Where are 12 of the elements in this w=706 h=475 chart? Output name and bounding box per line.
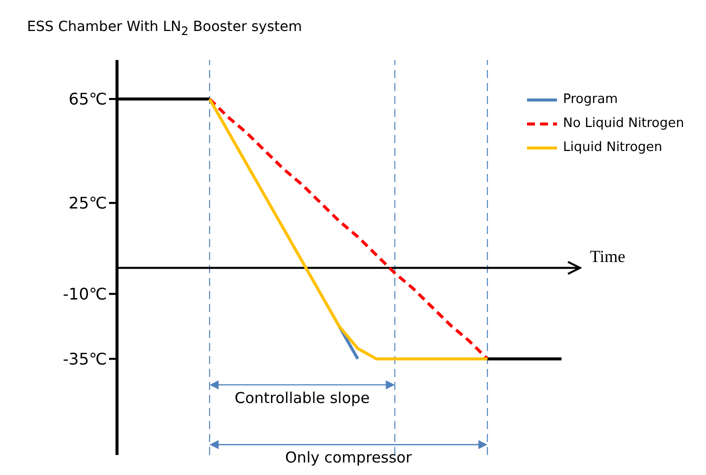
y-tick-label: 65℃ <box>68 90 107 109</box>
legend-label: Program <box>563 91 618 109</box>
legend-label: No Liquid Nitrogen <box>563 115 684 133</box>
chart-title: ESS Chamber With LN$_{2}$ Booster system <box>27 19 302 38</box>
annotation: Controllable slope <box>234 388 370 407</box>
y-tick-label: -35℃ <box>62 350 107 369</box>
y-tick-label: 25℃ <box>68 194 107 213</box>
legend-label: Liquid Nitrogen <box>563 139 662 157</box>
annotation: Only compressor <box>285 448 413 467</box>
y-tick-label: -10℃ <box>62 284 107 304</box>
line-series <box>208 97 489 360</box>
x-axis-title: Time <box>590 246 626 266</box>
